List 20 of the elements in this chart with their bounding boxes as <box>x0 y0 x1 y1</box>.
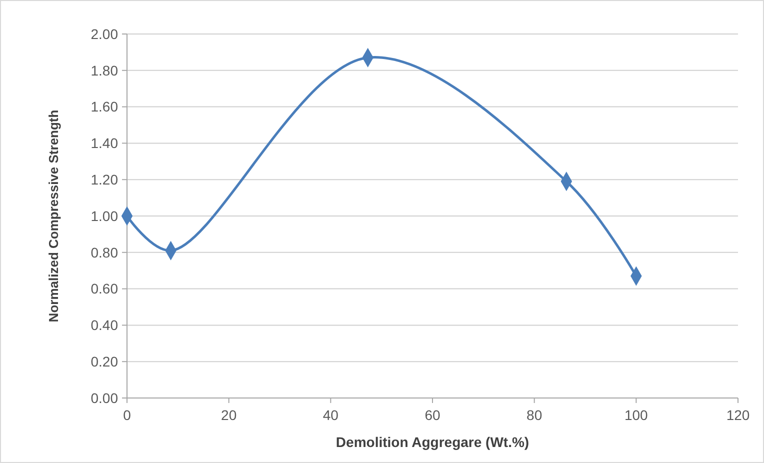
x-axis-title: Demolition Aggregare (Wt.%) <box>336 434 530 450</box>
y-axis-title: Normalized Compressive Strength <box>46 110 61 322</box>
y-tick-label: 0.60 <box>90 280 118 297</box>
x-tick-label: 0 <box>123 407 132 423</box>
y-tick-label: 1.80 <box>90 62 118 78</box>
x-tick-label: 120 <box>726 407 750 423</box>
y-tick-label: 0.40 <box>90 317 118 334</box>
y-tick-label: 0.80 <box>90 244 118 260</box>
y-tick-label: 0.20 <box>90 354 118 370</box>
y-tick-label: 0.00 <box>90 390 118 406</box>
y-tick-label: 1.00 <box>90 208 118 224</box>
x-tick-label: 80 <box>526 407 542 423</box>
y-tick-label: 1.40 <box>90 135 118 152</box>
y-tick-label: 2.00 <box>90 26 118 42</box>
x-tick-label: 100 <box>624 407 648 423</box>
y-tick-label: 1.60 <box>90 98 118 115</box>
y-tick-label: 1.20 <box>90 172 118 188</box>
x-tick-label: 20 <box>221 407 237 423</box>
x-tick-label: 60 <box>424 407 440 423</box>
x-tick-label: 40 <box>322 407 339 423</box>
